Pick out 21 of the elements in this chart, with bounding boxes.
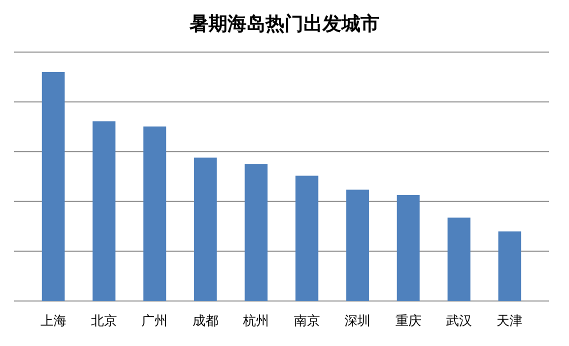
- x-tick-label: 南京: [294, 314, 320, 329]
- x-tick-label: 天津: [496, 314, 523, 329]
- bar: [194, 158, 217, 301]
- bar: [346, 190, 369, 301]
- x-tick-label: 杭州: [242, 314, 270, 329]
- bar: [143, 126, 166, 301]
- bar: [396, 194, 420, 301]
- x-tick-label: 武汉: [446, 314, 472, 329]
- bar: [244, 164, 268, 301]
- bar: [295, 176, 318, 301]
- bar: [92, 121, 116, 301]
- bar: [498, 231, 522, 301]
- x-tick-label: 广州: [142, 314, 168, 329]
- x-tick-label: 深圳: [344, 314, 371, 329]
- x-tick-label: 北京: [91, 314, 118, 329]
- chart-title: 暑期海岛热门出发城市: [188, 13, 380, 35]
- x-tick-label: 上海: [40, 314, 66, 329]
- x-tick-label: 重庆: [395, 314, 422, 329]
- x-tick-label: 成都: [192, 314, 218, 329]
- bar: [448, 218, 470, 301]
- bar: [42, 72, 65, 301]
